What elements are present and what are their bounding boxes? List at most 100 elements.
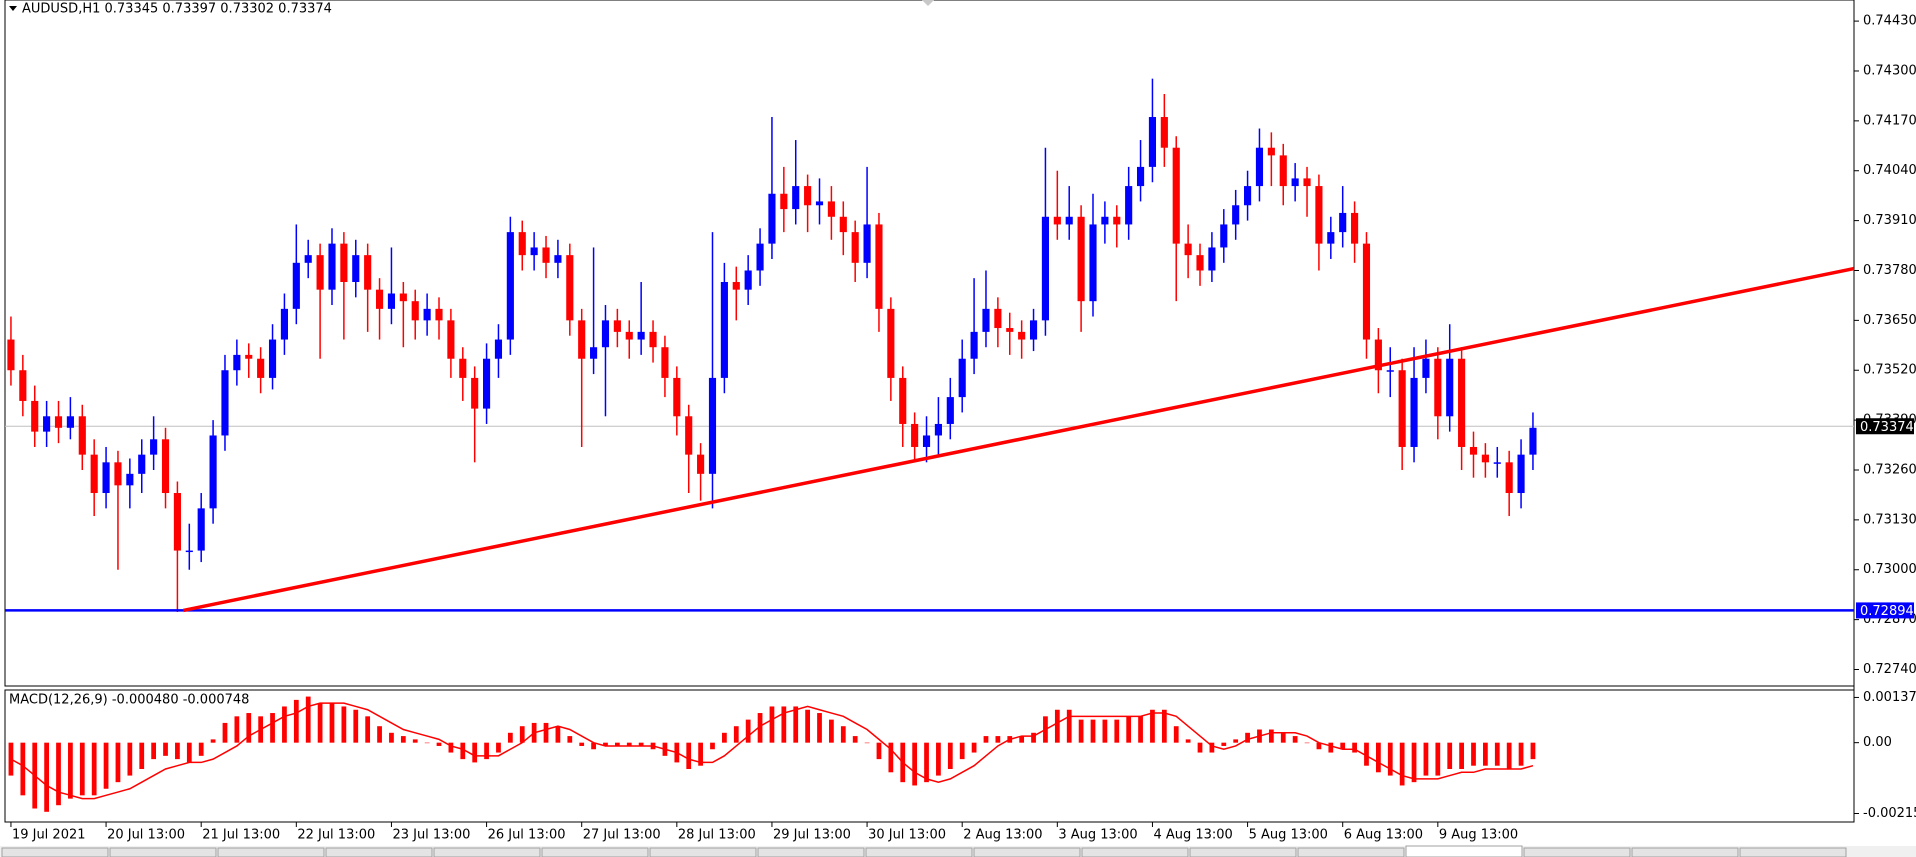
macd-bar — [1316, 742, 1322, 750]
x-tick-label: 26 Jul 13:00 — [488, 828, 566, 843]
candle-body — [31, 400, 39, 432]
tab[interactable] — [1, 847, 109, 857]
tab[interactable] — [109, 847, 217, 857]
candle-body — [114, 462, 122, 486]
candle-body — [459, 358, 467, 378]
candle-body — [1006, 328, 1014, 332]
tab[interactable] — [217, 847, 325, 857]
symbol-menu-icon — [9, 6, 17, 11]
candle-body — [661, 347, 669, 378]
x-tick-label: 29 Jul 13:00 — [773, 828, 851, 843]
macd-bar — [151, 742, 157, 760]
candle-body — [1089, 224, 1097, 302]
candle-body — [364, 255, 372, 290]
x-tick-label: 4 Aug 13:00 — [1153, 828, 1232, 843]
candle-body — [506, 232, 514, 340]
macd-bar — [115, 742, 121, 783]
y-tick-label: 0.73260 — [1863, 462, 1916, 477]
macd-bar — [412, 739, 418, 743]
y-tick-label: 0.74040 — [1863, 163, 1916, 178]
tab-active[interactable] — [1405, 845, 1523, 857]
x-tick-label: 19 Jul 2021 — [12, 828, 86, 843]
candle-body — [7, 339, 15, 371]
candle-body — [1422, 358, 1430, 378]
tab[interactable] — [1081, 847, 1189, 857]
tab[interactable] — [1523, 847, 1631, 857]
candle-body — [1446, 358, 1454, 417]
macd-bar — [163, 742, 168, 756]
macd-bar — [507, 732, 513, 743]
candle-body — [1077, 216, 1085, 302]
candle-body — [1196, 255, 1204, 271]
macd-bar — [959, 742, 965, 760]
candle-body — [1244, 186, 1252, 206]
tab[interactable] — [1739, 847, 1847, 857]
macd-bar — [20, 742, 26, 796]
tab[interactable] — [1631, 847, 1739, 857]
candle-body — [780, 193, 788, 210]
macd-bar — [626, 742, 632, 746]
macd-bar — [1138, 716, 1143, 743]
macd-bar — [710, 742, 715, 750]
candle-body — [257, 358, 265, 378]
macd-bar — [1387, 742, 1393, 776]
macd-bar — [305, 696, 311, 743]
tab[interactable] — [1189, 847, 1297, 857]
candle-body — [494, 339, 503, 359]
macd-bar — [1209, 742, 1215, 753]
candle-body — [268, 339, 277, 378]
current-price-box — [1856, 418, 1914, 435]
macd-bar — [971, 742, 977, 753]
candle-body — [423, 308, 431, 321]
y-tick-label: 0.73780 — [1863, 263, 1916, 278]
candle-body — [19, 370, 27, 401]
macd-bar — [1399, 742, 1405, 786]
macd-bar — [1483, 742, 1488, 766]
macd-bar — [947, 742, 953, 770]
candle-body — [601, 320, 610, 348]
tab[interactable] — [757, 847, 865, 857]
candle-body — [1291, 178, 1299, 187]
candle-body — [863, 224, 871, 263]
candle-body — [1517, 454, 1525, 494]
candle-body — [340, 243, 348, 282]
candle-body — [1255, 147, 1264, 187]
macd-bar — [1340, 742, 1346, 750]
macd-bar — [1506, 742, 1512, 770]
candle-body — [1018, 331, 1026, 340]
macd-bar — [139, 742, 145, 770]
tab[interactable] — [973, 847, 1081, 857]
macd-bar — [1233, 739, 1239, 743]
macd-bar — [995, 736, 1001, 743]
candle-body — [150, 439, 158, 455]
macd-bar — [888, 742, 894, 773]
candle-body — [1160, 117, 1168, 148]
macd-bar — [282, 706, 287, 743]
macd-bar — [1197, 742, 1203, 753]
macd-bar — [638, 742, 644, 746]
chart-title: AUDUSD,H1 0.73345 0.73397 0.73302 0.7337… — [22, 2, 332, 17]
candle-body — [1184, 243, 1192, 256]
x-tick-label: 6 Aug 13:00 — [1344, 828, 1423, 843]
macd-bar — [1494, 742, 1500, 766]
candle-body — [78, 416, 86, 455]
y-tick-label: 0.73650 — [1863, 313, 1916, 328]
macd-y-tick-label: -0.002152 — [1863, 806, 1916, 821]
macd-bar — [91, 742, 97, 796]
tab[interactable] — [433, 847, 541, 857]
candle-body — [649, 331, 657, 348]
macd-bar — [757, 713, 763, 743]
tab[interactable] — [325, 847, 433, 857]
tab[interactable] — [541, 847, 649, 857]
candle-body — [1267, 147, 1275, 156]
tab[interactable] — [1297, 847, 1405, 857]
macd-bar — [377, 726, 382, 743]
candle-body — [1469, 446, 1478, 455]
y-tick-label: 0.74300 — [1863, 63, 1916, 78]
candle-body — [221, 370, 229, 436]
candle-body — [994, 308, 1002, 329]
tab[interactable] — [649, 847, 757, 857]
candle-body — [982, 308, 990, 332]
tab[interactable] — [865, 847, 973, 857]
macd-bar — [1173, 726, 1179, 743]
